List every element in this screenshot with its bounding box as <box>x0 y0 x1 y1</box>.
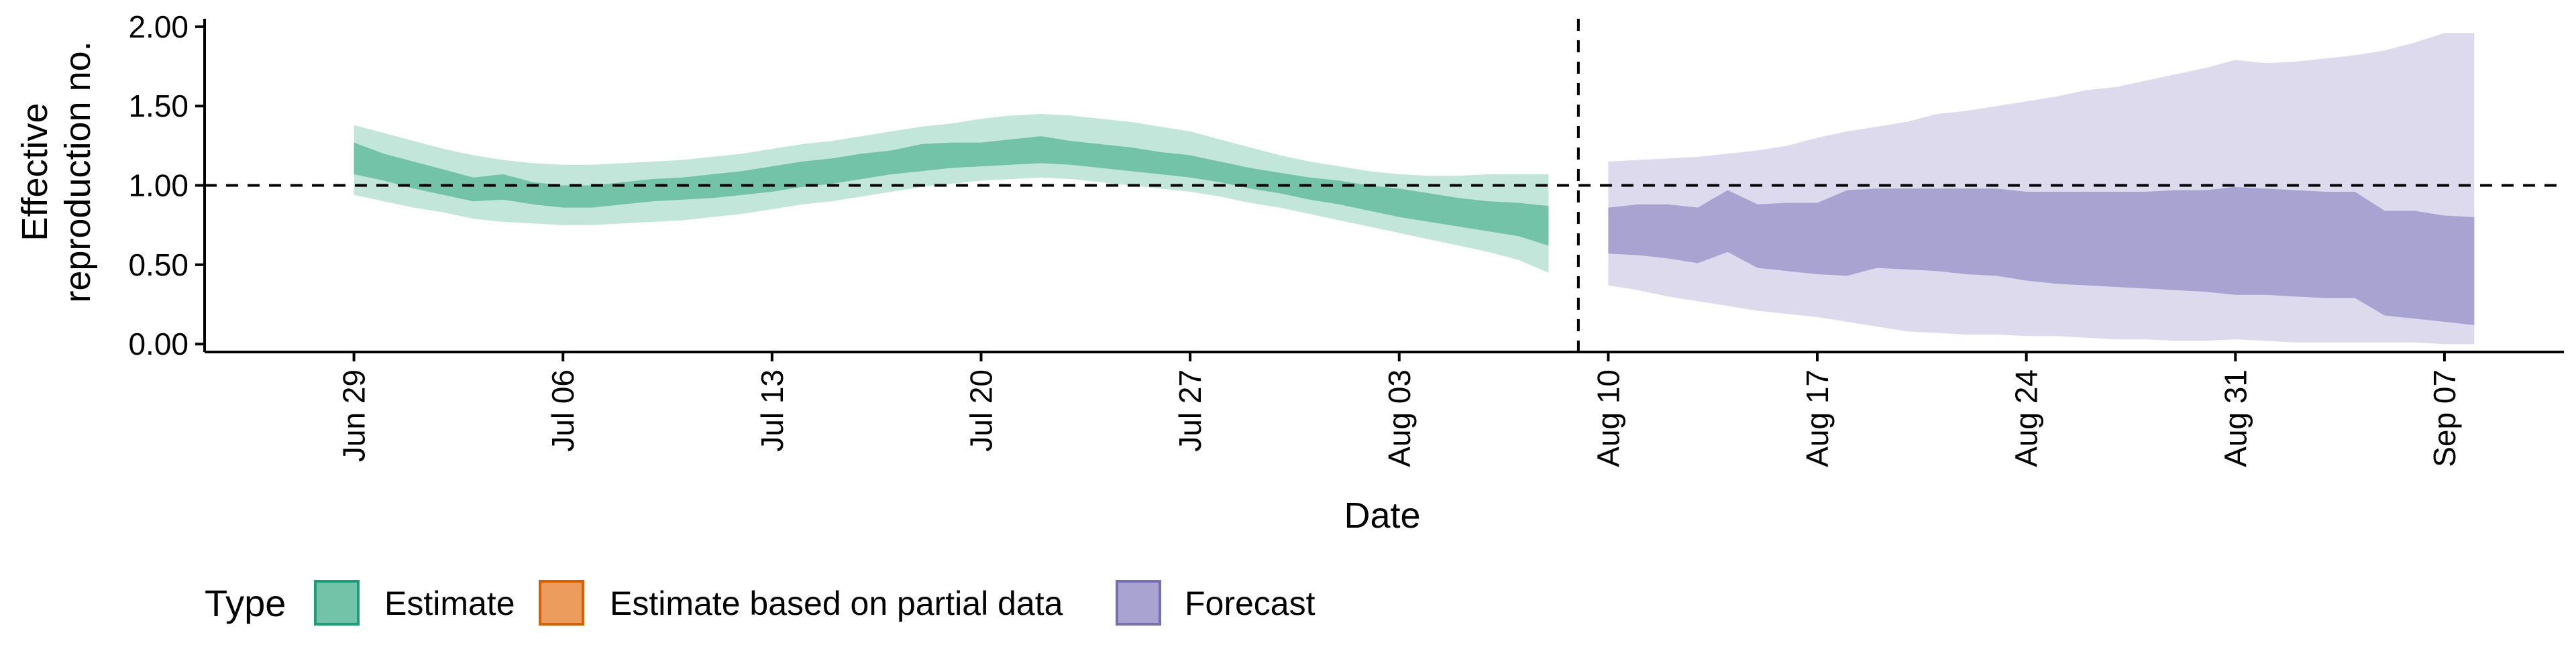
legend: Type Estimate Estimate based on partial da… <box>205 580 1316 626</box>
estimate-50-interval-band <box>354 136 1549 246</box>
x-tick-label: Aug 17 <box>1800 369 1835 467</box>
x-tick-label: Jun 29 <box>337 369 372 462</box>
y-tick-label: 0.50 <box>128 247 189 282</box>
x-tick-label: Aug 24 <box>2009 369 2044 467</box>
y-axis-title-line: reproduction no. <box>58 41 98 302</box>
y-tick-label: 0.00 <box>128 327 189 361</box>
legend-label-forecast: Forecast <box>1185 585 1316 622</box>
series-forecast <box>1608 33 2475 345</box>
y-axis-title: Effective reproduction no. <box>15 41 98 302</box>
x-tick-label: Jul 20 <box>963 369 998 452</box>
legend-title: Type <box>205 582 286 624</box>
legend-key-forecast <box>1116 580 1161 626</box>
x-axis-title: Date <box>1344 495 1420 536</box>
x-tick-label: Aug 10 <box>1591 369 1625 467</box>
reference-lines <box>205 19 2564 352</box>
forecast-50-interval-band <box>1608 186 2475 325</box>
x-tick-label: Jul 27 <box>1173 369 1208 452</box>
y-axis-title-line: Effective <box>15 103 55 241</box>
axes: 0.00 0.50 1.00 1.50 2.00 Jun 29 Jul 06 Jul 13 Ju… <box>15 9 2564 536</box>
bands-layer <box>354 33 2475 345</box>
legend-key-estimate-based-on-partial-data <box>539 580 584 626</box>
x-tick-label: Jul 13 <box>755 369 790 452</box>
x-tick-label: Jul 06 <box>545 369 580 452</box>
x-tick-label: Aug 03 <box>1382 369 1417 467</box>
legend-label-estimate: Estimate <box>384 585 515 622</box>
legend-key-estimate <box>314 580 360 626</box>
x-tick-label: Aug 31 <box>2218 369 2253 467</box>
estimate-90-interval-band <box>354 114 1549 273</box>
legend-label-estimate-based-on-partial-data: Estimate based on partial data <box>610 585 1063 622</box>
y-tick-label: 2.00 <box>128 9 189 44</box>
y-tick-label: 1.00 <box>128 168 189 203</box>
x-tick-label: Sep 07 <box>2427 369 2462 467</box>
y-tick-label: 1.50 <box>128 89 189 123</box>
series-estimate <box>354 114 1549 273</box>
